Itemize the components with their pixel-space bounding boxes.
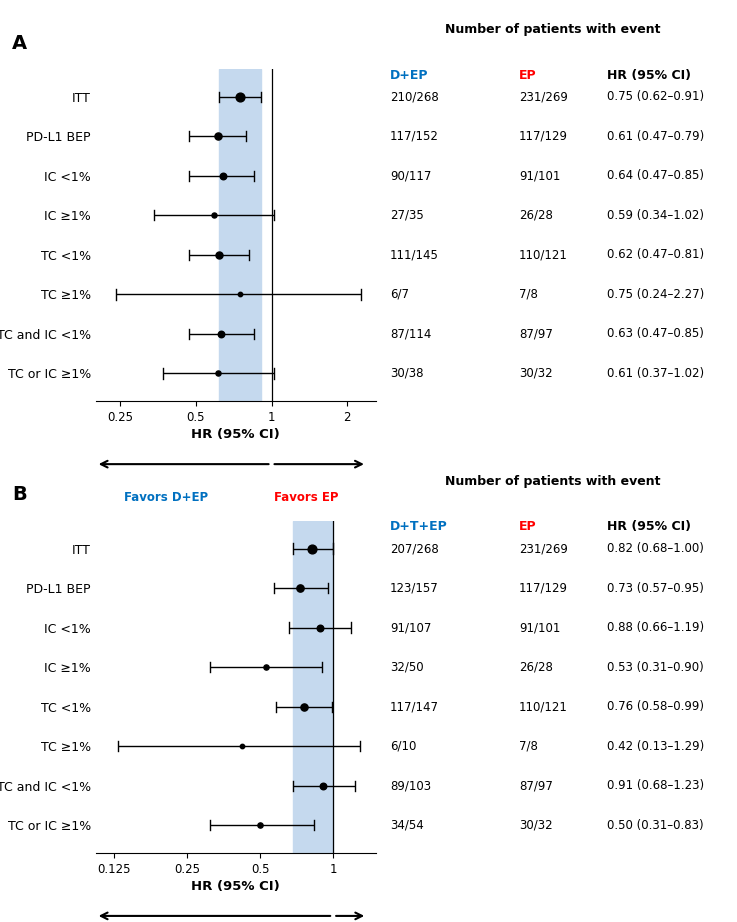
Text: 87/114: 87/114 — [390, 327, 431, 340]
Text: 0.53 (0.31–0.90): 0.53 (0.31–0.90) — [607, 661, 704, 674]
Text: 32/50: 32/50 — [390, 661, 424, 674]
Text: HR (95% CI): HR (95% CI) — [607, 68, 691, 81]
Point — [217, 169, 228, 183]
Text: 231/269: 231/269 — [519, 542, 567, 555]
Point — [234, 89, 246, 104]
Text: 30/38: 30/38 — [390, 367, 424, 380]
Point — [254, 818, 266, 833]
Text: 0.63 (0.47–0.85): 0.63 (0.47–0.85) — [607, 327, 704, 340]
Text: 27/35: 27/35 — [390, 209, 424, 222]
Point — [214, 247, 226, 262]
Text: 210/268: 210/268 — [390, 90, 439, 103]
Point — [307, 541, 318, 556]
Text: Number of patients with event: Number of patients with event — [445, 475, 660, 488]
Text: 0.75 (0.62–0.91): 0.75 (0.62–0.91) — [607, 90, 704, 103]
Text: 0.64 (0.47–0.85): 0.64 (0.47–0.85) — [607, 170, 704, 183]
Text: 111/145: 111/145 — [390, 248, 439, 261]
Text: 117/147: 117/147 — [390, 700, 439, 713]
X-axis label: HR (95% CI): HR (95% CI) — [192, 880, 280, 892]
Point — [294, 581, 306, 596]
Text: 7/8: 7/8 — [519, 739, 538, 752]
Bar — [220, 69, 261, 401]
Text: 0.91 (0.68–1.23): 0.91 (0.68–1.23) — [607, 779, 704, 792]
Text: D+T+EP: D+T+EP — [390, 520, 448, 533]
Text: 117/129: 117/129 — [519, 582, 567, 595]
Text: 89/103: 89/103 — [390, 779, 431, 792]
Text: 26/28: 26/28 — [519, 661, 553, 674]
Text: 0.42 (0.13–1.29): 0.42 (0.13–1.29) — [607, 739, 705, 752]
Text: EP: EP — [519, 520, 537, 533]
Text: 91/101: 91/101 — [519, 621, 560, 634]
Text: 0.61 (0.47–0.79): 0.61 (0.47–0.79) — [607, 130, 705, 143]
Point — [236, 739, 248, 753]
Text: 6/7: 6/7 — [390, 288, 409, 301]
Text: 30/32: 30/32 — [519, 819, 553, 832]
Text: 87/97: 87/97 — [519, 327, 553, 340]
Point — [314, 621, 326, 635]
Text: 123/157: 123/157 — [390, 582, 439, 595]
Text: 0.61 (0.37–1.02): 0.61 (0.37–1.02) — [607, 367, 704, 380]
X-axis label: HR (95% CI): HR (95% CI) — [192, 428, 280, 441]
Text: 231/269: 231/269 — [519, 90, 567, 103]
Point — [298, 699, 310, 714]
Text: D+EP: D+EP — [390, 68, 428, 81]
Text: 0.59 (0.34–1.02): 0.59 (0.34–1.02) — [607, 209, 704, 222]
Point — [212, 129, 223, 144]
Point — [318, 778, 329, 793]
Text: 117/129: 117/129 — [519, 130, 567, 143]
Text: 0.62 (0.47–0.81): 0.62 (0.47–0.81) — [607, 248, 704, 261]
Point — [215, 326, 227, 341]
Text: 91/107: 91/107 — [390, 621, 431, 634]
Text: 117/152: 117/152 — [390, 130, 439, 143]
Text: 207/268: 207/268 — [390, 542, 439, 555]
Bar — [293, 521, 333, 853]
Text: B: B — [12, 485, 27, 504]
Text: EP: EP — [519, 68, 537, 81]
Text: 110/121: 110/121 — [519, 700, 567, 713]
Point — [212, 366, 223, 381]
Point — [208, 208, 220, 223]
Text: Favors D+EP: Favors D+EP — [124, 491, 208, 503]
Text: A: A — [12, 33, 27, 53]
Text: 90/117: 90/117 — [390, 170, 431, 183]
Point — [234, 287, 246, 301]
Text: 0.73 (0.57–0.95): 0.73 (0.57–0.95) — [607, 582, 704, 595]
Text: 0.75 (0.24–2.27): 0.75 (0.24–2.27) — [607, 288, 705, 301]
Text: 34/54: 34/54 — [390, 819, 424, 832]
Text: HR (95% CI): HR (95% CI) — [607, 520, 691, 533]
Text: Favors EP: Favors EP — [273, 491, 338, 503]
Text: 0.88 (0.66–1.19): 0.88 (0.66–1.19) — [607, 621, 704, 634]
Text: 6/10: 6/10 — [390, 739, 416, 752]
Text: 87/97: 87/97 — [519, 779, 553, 792]
Text: 0.50 (0.31–0.83): 0.50 (0.31–0.83) — [607, 819, 704, 832]
Text: 110/121: 110/121 — [519, 248, 567, 261]
Text: 0.76 (0.58–0.99): 0.76 (0.58–0.99) — [607, 700, 704, 713]
Text: 26/28: 26/28 — [519, 209, 553, 222]
Text: 7/8: 7/8 — [519, 288, 538, 301]
Point — [260, 660, 272, 675]
Text: 91/101: 91/101 — [519, 170, 560, 183]
Text: Number of patients with event: Number of patients with event — [445, 23, 660, 36]
Text: 30/32: 30/32 — [519, 367, 553, 380]
Text: 0.82 (0.68–1.00): 0.82 (0.68–1.00) — [607, 542, 704, 555]
